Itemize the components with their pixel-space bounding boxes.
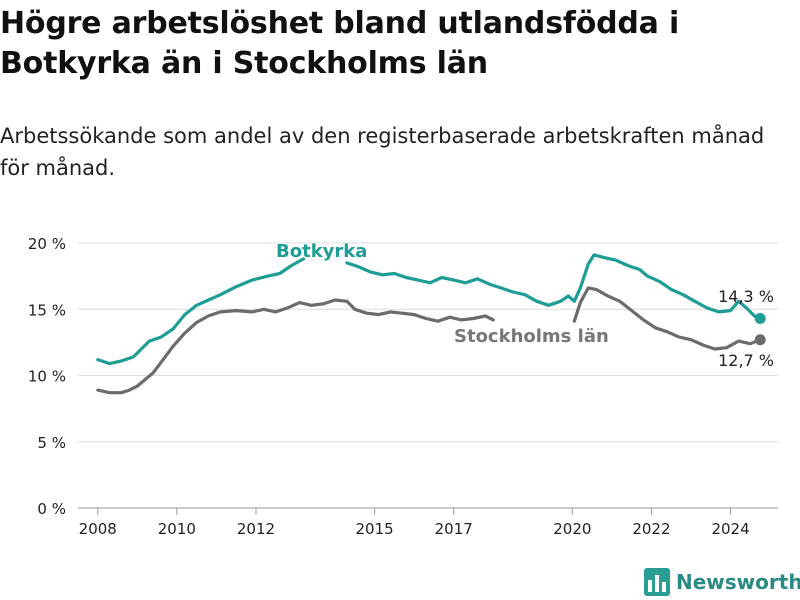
x-tick-label: 2012 [237,520,275,538]
end-value-label-stockholms-lan: 12,7 % [718,351,774,370]
brand-name: Newsworthy [676,570,800,594]
y-tick-label: 5 % [37,434,66,452]
series-labels: Botkyrka Stockholms län 14,3 % 12,7 % [276,241,774,370]
x-tick-label: 2020 [553,520,591,538]
series-label-stockholms-lan: Stockholms län [454,326,609,347]
end-point-botkyrka [754,313,766,325]
x-axis: 2008 2010 2012 2015 2017 2020 2022 2024 [79,508,750,538]
series-line-stockholms-län [96,298,495,395]
x-tick-label: 2022 [632,520,670,538]
x-tick-label: 2015 [356,520,394,538]
grid-lines [78,242,778,509]
x-tick-label: 2024 [711,520,749,538]
y-tick-label: 0 % [37,500,66,518]
bar-chart-icon [644,568,670,596]
end-value-label-botkyrka: 14,3 % [718,287,774,306]
chart-subtitle: Arbetssökande som andel av den registerb… [0,124,765,180]
series-line-stockholms-län [572,286,762,351]
y-tick-label: 20 % [28,235,66,253]
series-line-botkyrka [345,253,762,321]
brand-logo: Newsworthy [644,568,800,596]
x-tick-label: 2008 [79,520,117,538]
y-axis-ticks: 0 % 5 % 10 % 15 % 20 % [28,235,66,518]
series-line-botkyrka [96,257,305,366]
series-label-botkyrka: Botkyrka [276,241,367,262]
x-tick-label: 2017 [435,520,473,538]
series-lines [96,253,766,395]
y-tick-label: 10 % [28,368,66,386]
chart-title: Högre arbetslöshet bland utlandsfödda i … [0,6,680,81]
y-tick-label: 15 % [28,301,66,319]
end-point-stockholms-län [754,334,766,346]
x-tick-label: 2010 [158,520,196,538]
